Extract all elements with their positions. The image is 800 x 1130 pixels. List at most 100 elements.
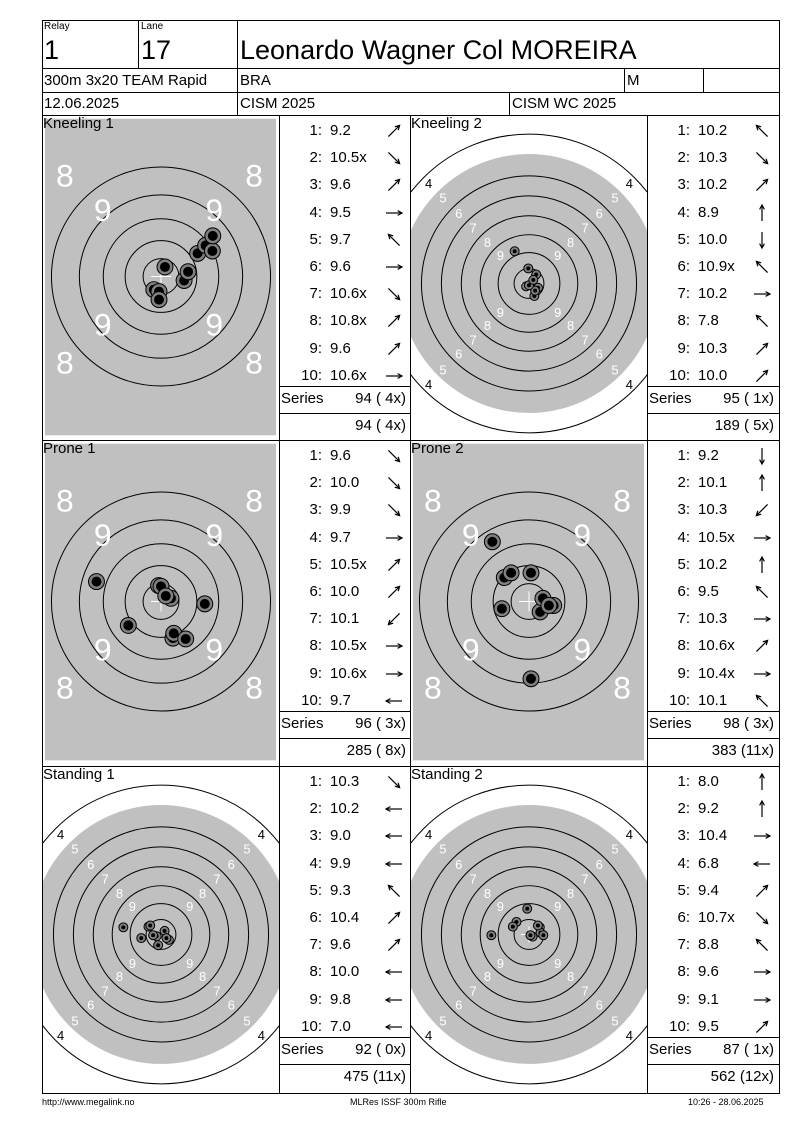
ring-number: 6 [87, 998, 94, 1013]
direction-arrow-icon [387, 449, 401, 463]
ring-number: 8 [199, 969, 206, 984]
shot-row: 8: 7.8 [648, 307, 778, 334]
ring-number: 7 [581, 221, 588, 236]
shot-hit-core [160, 261, 170, 272]
ring-number: 9 [186, 899, 193, 914]
shot-score: 9.6 [330, 339, 351, 357]
ring-number: 8 [116, 969, 123, 984]
shot-row: 1: 10.3 [280, 768, 410, 795]
series-score: 98 ( 3x) [723, 715, 774, 732]
shot-number: 2: [677, 149, 690, 167]
direction-arrow-icon [387, 884, 401, 897]
shot-number: 9: [677, 339, 690, 357]
stage-title: Kneeling 1 [43, 115, 114, 132]
direction-arrow-icon [755, 911, 769, 925]
shot-row: 3: 9.6 [280, 171, 410, 198]
shot-row: 5: 9.4 [648, 877, 778, 904]
ring-number: 8 [484, 235, 491, 250]
shot-hit-core [489, 933, 494, 938]
cumulative-total: 189 ( 5x) [714, 417, 774, 434]
ring-number: 9 [129, 899, 136, 914]
shot-number: 2: [677, 474, 690, 492]
ring-number: 8 [245, 345, 263, 381]
direction-arrow-icon [384, 996, 402, 1003]
shot-score: 10.1 [330, 610, 360, 628]
shot-hit-core [506, 567, 517, 578]
shot-score: 10.6x [698, 637, 735, 655]
ring-number: 9 [94, 517, 112, 553]
direction-arrow-icon [755, 260, 769, 274]
target-ring [124, 240, 198, 313]
shot-row: 9: 9.6 [280, 335, 410, 362]
gender: M [627, 72, 640, 89]
competition-name: CISM 2025 [240, 95, 316, 112]
shot-number: 5: [309, 230, 322, 248]
shot-row: 6: 9.5 [648, 578, 778, 605]
shot-score: 9.7 [330, 691, 351, 709]
shot-score: 10.2 [698, 122, 728, 139]
shot-score: 9.6 [698, 963, 719, 981]
target-3: 8 89 99 98 8 [44, 443, 277, 761]
ring-number: 4 [258, 1028, 265, 1043]
shot-score: 7.0 [330, 1017, 351, 1035]
shot-score: 10.0 [698, 230, 728, 248]
ring-number: 7 [581, 872, 588, 887]
shot-row: 7: 10.6x [280, 280, 410, 307]
ring-number: 9 [497, 899, 504, 914]
event-name: 300m 3x20 TEAM Rapid [44, 72, 208, 89]
shot-hit-core [139, 936, 144, 941]
shot-row: 4: 8.9 [648, 199, 778, 226]
footer-url: http://www.megalink.no [42, 1097, 135, 1107]
ring-number: 7 [469, 872, 476, 887]
shot-number: 10: [301, 691, 322, 709]
series-score: 92 ( 0x) [355, 1041, 406, 1058]
target-ring [102, 218, 220, 335]
direction-arrow-icon [754, 291, 772, 298]
direction-arrow-icon [387, 233, 401, 246]
direction-arrow-icon [755, 639, 769, 653]
ring-number: 9 [186, 956, 193, 971]
direction-arrow-icon [754, 969, 772, 976]
direction-arrow-icon [754, 833, 772, 840]
shot-hit-core [168, 628, 179, 639]
shot-score: 10.3 [698, 501, 728, 519]
ring-number: 8 [567, 886, 574, 901]
footer-timestamp: 10:26 - 28.06.2025 [688, 1097, 764, 1107]
direction-arrow-icon [386, 209, 404, 216]
direction-arrow-icon [387, 477, 401, 490]
target-ring [50, 166, 272, 387]
shot-hit-core [207, 246, 218, 256]
shot-hit-core [123, 620, 134, 631]
shot-list: 1: 9.2 2: 10.5x 3: 9.6 4: 9.5 5: 9.7 6: 9.6 7: 10.6x 8… [280, 117, 410, 442]
target-ring [470, 543, 588, 660]
ring-number: 5 [611, 841, 618, 856]
ring-number: 6 [455, 206, 462, 221]
ring-number: 8 [116, 886, 123, 901]
shot-score: 10.2 [330, 800, 360, 818]
target-ring [497, 903, 561, 966]
direction-arrow-icon [754, 670, 772, 677]
ring-number: 8 [199, 886, 206, 901]
shot-number: 4: [677, 203, 690, 221]
shot-hit-core [199, 598, 210, 609]
target-ring [50, 491, 272, 712]
shot-score: 10.2 [698, 176, 728, 194]
ring-number: 5 [439, 841, 446, 856]
shot-row: 9: 10.3 [648, 335, 778, 362]
target-ring [78, 194, 244, 359]
shot-number: 5: [677, 881, 690, 899]
ring-number: 7 [581, 332, 588, 347]
lane-value: 17 [141, 35, 172, 65]
shot-list: 1: 10.3 2: 10.2 3: 9.0 4: 9.9 5: 9.3 6: 10.4 7: 9.6 8:… [280, 768, 410, 1093]
ring-number: 8 [567, 969, 574, 984]
ring-number: 4 [425, 1028, 432, 1043]
shot-row: 7: 10.2 [648, 280, 778, 307]
shot-score: 7.8 [698, 312, 719, 330]
shot-hit-core [526, 266, 531, 271]
footer-program: MLRes ISSF 300m Rifle [350, 1097, 447, 1107]
shot-row: 5: 10.5x [280, 551, 410, 578]
ring-number: 4 [425, 827, 432, 842]
ring-number: 9 [554, 305, 561, 320]
ring-number: 8 [56, 482, 74, 518]
shot-score: 8.0 [698, 773, 719, 790]
